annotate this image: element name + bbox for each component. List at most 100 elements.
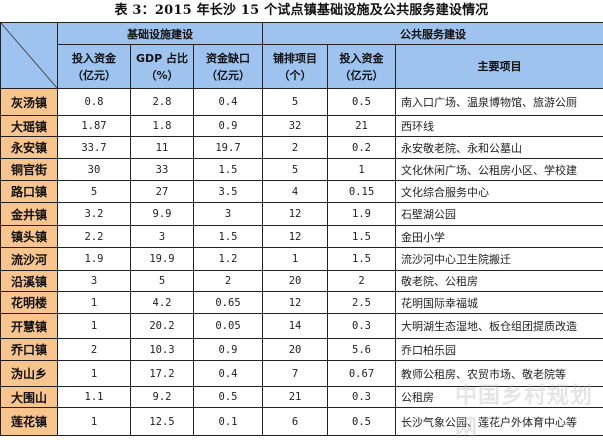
main-projects-cell: 石壁湖公园 — [395, 202, 603, 226]
table-row: 乔口镇 2 10.3 0.9 20 5.6 乔口柏乐园 — [0, 338, 603, 361]
public-invest-cell: 0.3 — [327, 386, 397, 408]
gdp-share-cell: 20.2 — [130, 313, 194, 339]
infra-invest-cell: 1 — [57, 360, 131, 387]
funding-gap-cell: 0.9 — [192, 338, 264, 361]
gdp-share-cell: 17.2 — [130, 360, 194, 387]
table-row: 路口镇 5 27 3.5 4 0.15 文化综合服务中心 — [0, 180, 603, 203]
main-projects-cell: 公租房 — [395, 386, 603, 408]
gdp-share-cell: 12.5 — [130, 407, 194, 436]
gdp-share-cell: 11 — [130, 136, 194, 159]
table-row: 沿溪镇 3 5 2 20 2 敬老院、公租房 — [0, 270, 603, 292]
public-invest-cell: 1.9 — [327, 202, 397, 226]
infra-invest-cell: 1 — [57, 407, 131, 436]
projects-count-cell: 21 — [262, 386, 329, 408]
table-row: 金井镇 3.2 9.9 3 12 1.9 石壁湖公园 — [0, 202, 603, 226]
town-label: 灰汤镇 — [0, 88, 58, 116]
public-invest-cell: 0.67 — [327, 360, 397, 387]
public-invest-cell: 0.5 — [327, 88, 397, 116]
funding-gap-cell: 0.4 — [192, 360, 264, 387]
gdp-share-cell: 2.8 — [130, 88, 194, 116]
gdp-share-cell: 3 — [130, 225, 194, 248]
funding-gap-cell: 1.5 — [192, 225, 264, 248]
main-projects-cell: 西环线 — [395, 115, 603, 137]
infra-invest-cell: 0.8 — [57, 88, 131, 116]
town-label: 大围山 — [0, 386, 58, 408]
infra-invest-cell: 1.9 — [57, 247, 131, 271]
public-invest-cell: 2.5 — [327, 291, 397, 314]
infra-invest-cell: 2.2 — [57, 225, 131, 248]
town-label: 花明楼 — [0, 291, 58, 314]
main-projects-cell: 长沙气象公园、莲花户外体育中心等 — [395, 407, 603, 436]
table-row: 莲花镇 1 12.5 0.1 6 0.5 长沙气象公园、莲花户外体育中心等 — [0, 407, 603, 436]
funding-gap-cell: 0.65 — [192, 291, 264, 314]
infra-invest-cell: 3.2 — [57, 202, 131, 226]
table-row: 大围山 1.1 9.2 0.5 21 0.3 公租房 — [0, 386, 603, 408]
infra-invest-cell: 1 — [57, 313, 131, 339]
infra-invest-cell: 3 — [57, 270, 131, 292]
projects-count-cell: 5 — [262, 158, 329, 181]
projects-count-cell: 20 — [262, 270, 329, 292]
group-header-public-service: 公共服务建设 — [262, 22, 603, 45]
projects-count-cell: 12 — [262, 202, 329, 226]
town-label: 永安镇 — [0, 136, 58, 159]
projects-count-cell: 32 — [262, 115, 329, 137]
infra-invest-cell: 30 — [57, 158, 131, 181]
gdp-share-cell: 19.9 — [130, 247, 194, 271]
gdp-share-cell: 5 — [130, 270, 194, 292]
funding-gap-cell: 1.2 — [192, 247, 264, 271]
public-invest-cell: 1.5 — [327, 247, 397, 271]
funding-gap-cell: 3.5 — [192, 180, 264, 203]
public-invest-cell: 2 — [327, 270, 397, 292]
funding-gap-cell: 2 — [192, 270, 264, 292]
diagonal-line-icon — [1, 23, 57, 88]
corner-diagonal-cell — [0, 22, 58, 89]
projects-count-cell: 4 — [262, 180, 329, 203]
public-invest-cell: 0.15 — [327, 180, 397, 203]
funding-gap-cell: 0.9 — [192, 115, 264, 137]
infra-invest-cell: 2 — [57, 338, 131, 361]
town-label: 沿溪镇 — [0, 270, 58, 292]
main-projects-cell: 流沙河中心卫生院搬迁 — [395, 247, 603, 271]
funding-gap-cell: 1.5 — [192, 158, 264, 181]
main-projects-cell: 花明国际幸福城 — [395, 291, 603, 314]
gdp-share-cell: 33 — [130, 158, 194, 181]
infra-invest-cell: 5 — [57, 180, 131, 203]
projects-count-cell: 12 — [262, 225, 329, 248]
infra-invest-cell: 33.7 — [57, 136, 131, 159]
projects-count-cell: 1 — [262, 247, 329, 271]
table-row: 灰汤镇 0.8 2.8 0.4 5 0.5 南入口广场、温泉博物馆、旅游公厕 — [0, 88, 603, 116]
main-projects-cell: 乔口柏乐园 — [395, 338, 603, 361]
public-invest-cell: 0.2 — [327, 136, 397, 159]
col-header-projects: 铺排项目 （个） — [262, 44, 329, 89]
col-header-main-projects: 主要项目 — [395, 44, 603, 89]
col-header-funding-gap: 资金缺口 （亿元） — [192, 44, 264, 89]
col-header-public-invest: 投入资金 （亿元） — [327, 44, 397, 89]
gdp-share-cell: 1.8 — [130, 115, 194, 137]
table-title: 表 3：2015 年长沙 15 个试点镇基础设施及公共服务建设情况 — [114, 3, 489, 18]
public-invest-cell: 0.3 — [327, 313, 397, 339]
table-row: 开慧镇 1 20.2 0.05 14 0.3 大明湖生态湿地、板仓组团提质改造 — [0, 313, 603, 339]
projects-count-cell: 12 — [262, 291, 329, 314]
public-invest-cell: 1.5 — [327, 225, 397, 248]
gdp-share-cell: 9.9 — [130, 202, 194, 226]
town-label: 铜官街 — [0, 158, 58, 181]
town-label: 沩山乡 — [0, 360, 58, 387]
table-row: 花明楼 1 4.2 0.65 12 2.5 花明国际幸福城 — [0, 291, 603, 314]
table-row: 沩山乡 1 17.2 0.4 7 0.67 教师公租房、农贸市场、敬老院等 — [0, 360, 603, 387]
main-projects-cell: 金田小学 — [395, 225, 603, 248]
town-label: 金井镇 — [0, 202, 58, 226]
main-projects-cell: 大明湖生态湿地、板仓组团提质改造 — [395, 313, 603, 339]
town-label: 流沙河 — [0, 247, 58, 271]
public-invest-cell: 21 — [327, 115, 397, 137]
public-invest-cell: 0.5 — [327, 407, 397, 436]
projects-count-cell: 7 — [262, 360, 329, 387]
gdp-share-cell: 10.3 — [130, 338, 194, 361]
projects-count-cell: 2 — [262, 136, 329, 159]
town-label: 路口镇 — [0, 180, 58, 203]
town-label: 莲花镇 — [0, 407, 58, 436]
infra-invest-cell: 1 — [57, 291, 131, 314]
main-projects-cell: 文化综合服务中心 — [395, 180, 603, 203]
main-projects-cell: 敬老院、公租房 — [395, 270, 603, 292]
projects-count-cell: 20 — [262, 338, 329, 361]
table-row: 流沙河 1.9 19.9 1.2 1 1.5 流沙河中心卫生院搬迁 — [0, 247, 603, 271]
